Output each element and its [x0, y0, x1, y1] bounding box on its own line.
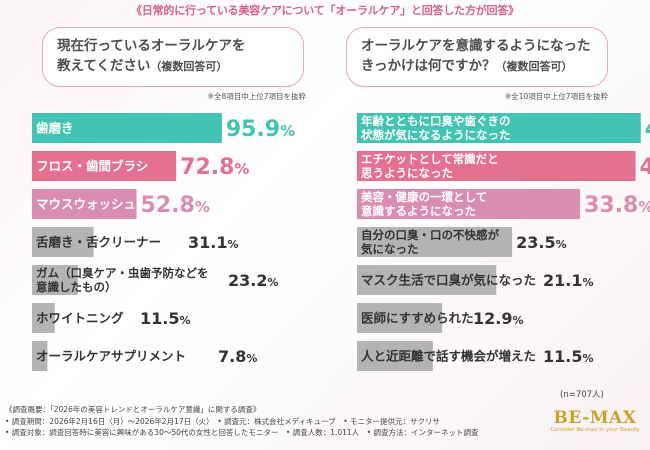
value-label-1-6: 11.5%: [543, 347, 594, 366]
left-question-sub: （複数回答可）: [150, 60, 228, 73]
bar-label-1-2-1: 意識するようになった: [361, 204, 476, 218]
bar-1-5: [357, 303, 443, 333]
brand-name: BE-MAX: [553, 408, 637, 428]
brand-tagline: Consider Be-max in your Beauty: [550, 427, 640, 433]
right-question-box: オーラルケアを意識するようになった きっかけは何ですか？（複数回答可）: [346, 27, 608, 87]
bar-label-1-3-0: 自分の口臭・口の不快感が: [361, 228, 499, 242]
value-label-0-6: 7.8%: [218, 347, 257, 366]
footer-line1: 《調査概要：「2026年の美容トレンドとオーラルケア意識」に関する調査》: [5, 405, 261, 414]
bar-1-1: [357, 151, 636, 181]
right-note: ※全10項目中上位7項目を抜粋: [504, 92, 608, 101]
value-label-0-1: 72.8%: [180, 155, 249, 180]
bar-label-0-4-1: 意識したもの）: [36, 280, 117, 294]
left-note: ※全8項目中上位7項目を抜粋: [207, 92, 306, 101]
bar-1-6: [357, 341, 433, 371]
bar-0-1: [32, 151, 177, 181]
value-label-0-4: 23.2%: [228, 271, 279, 290]
right-question-sub: （複数回答可）: [495, 60, 573, 73]
bar-label-1-3-1: 気になった: [361, 242, 419, 256]
value-label-1-0: 43.0%: [645, 117, 650, 142]
bar-label-0-5: ホワイトニング: [36, 311, 124, 326]
value-label-0-0: 95.9%: [226, 117, 295, 142]
bar-label-1-1-1: 思うようになった: [361, 166, 453, 180]
right-question-line1: オーラルケアを意識するようになった: [361, 38, 591, 54]
footer-line2: • 調査期間：2026年2月16日（月）～2026年2月17日（火） • 調査元…: [5, 416, 440, 426]
bar-label-1-1-0: エチケットとして常識だと: [361, 152, 499, 166]
survey-footer: 《調査概要：「2026年の美容トレンドとオーラルケア意識」に関する調査》 • 調…: [5, 404, 525, 439]
brand-logo: BE-MAX Consider Be-max in your Beauty: [545, 408, 645, 433]
bar-label-0-6: オーラルケアサプリメント: [36, 349, 186, 364]
value-label-1-4: 21.1%: [543, 271, 594, 290]
value-label-0-3: 31.1%: [188, 233, 239, 252]
bar-1-2: [357, 189, 581, 219]
bar-label-0-4-0: ガム（口臭ケア・虫歯予防などを: [36, 266, 209, 280]
bar-0-5: [32, 303, 55, 333]
bar-0-4: [32, 265, 78, 295]
bar-1-4: [357, 265, 497, 295]
bar-label-1-0-1: 状態が気になるようになった: [361, 128, 511, 142]
value-label-1-3: 23.5%: [516, 233, 567, 252]
value-label-0-5: 11.5%: [140, 309, 191, 328]
value-label-1-2: 33.8%: [584, 193, 650, 218]
bar-1-3: [357, 227, 513, 257]
bar-label-0-3: 舌磨き・舌クリーナー: [36, 235, 161, 250]
bar-0-0: [32, 113, 222, 143]
bar-label-1-4: マスク生活で口臭が気になった: [361, 273, 536, 288]
value-label-1-1: 42.2%: [640, 155, 650, 180]
bar-0-2: [32, 189, 137, 219]
bar-label-1-0-0: 年齢とともに口臭や歯ぐきの: [361, 114, 511, 128]
left-question-line1: 現在行っているオーラルケアを: [57, 38, 246, 54]
footer-line3: • 調査対象：調査回答時に美容に興味がある30～50代の女性と回答したモニター …: [5, 428, 479, 437]
survey-header: 《日常的に行っている美容ケアについて「オーラルケア」と回答した方が回答》: [131, 4, 519, 17]
bar-label-0-0: 歯磨き: [36, 121, 74, 136]
bar-label-1-2-0: 美容・健康の一環として: [361, 190, 487, 204]
value-label-0-2: 52.8%: [141, 193, 210, 218]
value-label-1-5: 12.9%: [473, 309, 524, 328]
sample-size-label: (n=707人): [560, 390, 604, 400]
left-question-box: 現在行っているオーラルケアを 教えてください（複数回答可）: [42, 27, 304, 87]
bar-label-1-5: 医師にすすめられた: [361, 311, 474, 326]
bar-0-3: [32, 227, 94, 257]
bar-0-6: [32, 341, 48, 371]
bar-label-0-2: マウスウォッシュ: [36, 197, 136, 212]
left-question-line2: 教えてください（複数回答可）: [57, 58, 228, 74]
bar-label-1-6: 人と近距離で話す機会が増えた: [361, 349, 536, 364]
bar-label-0-1: フロス・歯間ブラシ: [36, 159, 148, 174]
bar-1-0: [357, 113, 641, 143]
right-question-line2: きっかけは何ですか？（複数回答可）: [361, 58, 573, 74]
